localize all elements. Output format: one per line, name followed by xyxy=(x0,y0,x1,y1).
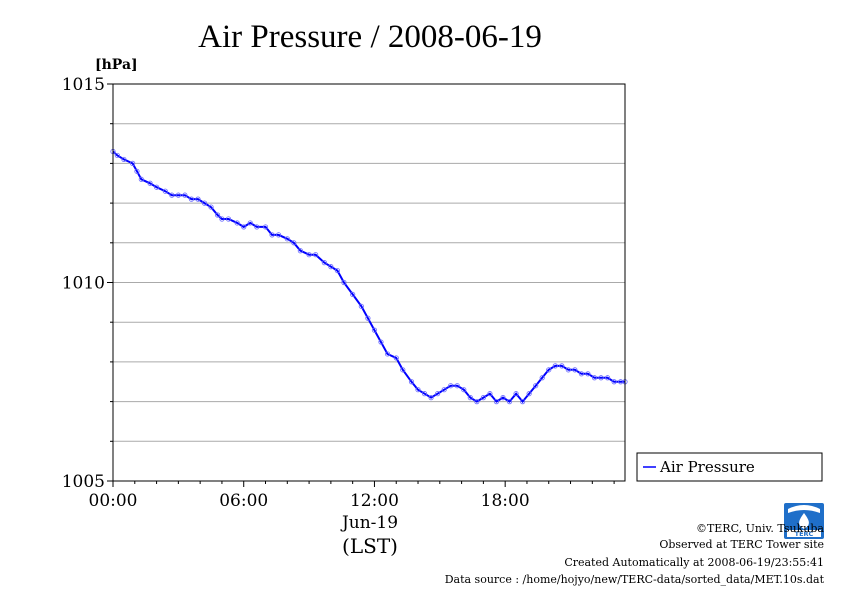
x-tick-label: 06:00 xyxy=(219,491,268,511)
logo-text: TERC xyxy=(795,530,814,538)
footer-observed: Observed at TERC Tower site xyxy=(659,538,824,551)
data-point xyxy=(275,232,282,238)
data-point xyxy=(306,252,312,258)
data-point xyxy=(378,339,384,345)
data-point xyxy=(572,367,578,373)
data-point xyxy=(441,387,447,393)
data-point xyxy=(461,387,467,393)
data-point xyxy=(474,398,480,405)
data-point xyxy=(262,224,269,230)
data-point xyxy=(585,371,591,377)
data-point xyxy=(130,160,136,166)
y-tick-label: 1010 xyxy=(62,274,105,294)
series-layer xyxy=(110,148,628,405)
data-point xyxy=(559,363,565,369)
data-point xyxy=(598,375,604,381)
data-point xyxy=(153,184,160,190)
data-point xyxy=(169,192,175,198)
data-point xyxy=(393,355,399,361)
data-point xyxy=(195,196,201,202)
data-point xyxy=(297,248,303,254)
data-point xyxy=(208,204,214,210)
data-point xyxy=(591,375,598,381)
data-point xyxy=(138,176,144,182)
data-point xyxy=(519,398,526,405)
data-point xyxy=(539,375,545,381)
data-point xyxy=(415,387,421,393)
data-point xyxy=(334,267,341,274)
data-point xyxy=(328,264,334,270)
x-tick-label: 18:00 xyxy=(481,491,530,511)
data-point xyxy=(162,188,168,194)
data-point xyxy=(487,391,493,397)
data-point xyxy=(526,391,532,397)
data-point xyxy=(546,367,552,373)
data-point xyxy=(175,192,181,198)
data-point xyxy=(219,216,225,222)
series-line-air-pressure xyxy=(112,150,625,404)
data-point xyxy=(350,291,356,298)
x-axis-timezone-label: (LST) xyxy=(342,534,398,558)
data-point xyxy=(313,252,319,258)
data-point xyxy=(467,395,473,401)
data-point xyxy=(254,224,260,230)
data-point xyxy=(371,327,378,333)
data-point xyxy=(578,371,585,377)
data-point xyxy=(480,395,486,401)
legend-label: Air Pressure xyxy=(659,458,755,476)
data-point xyxy=(506,398,513,405)
legend-box xyxy=(636,452,823,482)
x-tick-label: 00:00 xyxy=(89,491,138,511)
data-point xyxy=(134,168,140,174)
data-point xyxy=(604,375,611,381)
data-point xyxy=(121,156,127,163)
data-point xyxy=(321,260,327,266)
data-point xyxy=(552,363,558,369)
y-tick-label: 1005 xyxy=(62,472,105,492)
data-point xyxy=(365,315,371,321)
grid xyxy=(113,123,625,442)
y-tick-label: 1015 xyxy=(62,75,105,95)
data-point xyxy=(500,395,506,401)
data-point xyxy=(454,383,460,389)
data-point xyxy=(225,216,232,222)
data-point xyxy=(400,367,406,373)
data-point xyxy=(421,391,428,397)
data-point xyxy=(182,192,188,198)
terc-logo: TERC xyxy=(784,503,824,539)
data-point xyxy=(533,383,539,389)
data-point xyxy=(284,236,290,242)
data-point xyxy=(448,383,454,389)
data-point xyxy=(435,391,441,397)
data-point xyxy=(513,391,519,397)
data-point xyxy=(114,152,120,159)
footer-copyright: ©TERC, Univ. Tsukuba xyxy=(695,522,824,535)
data-point xyxy=(565,367,571,373)
data-point xyxy=(214,212,221,218)
data-point xyxy=(384,351,391,357)
data-point xyxy=(291,240,297,246)
data-point xyxy=(234,220,240,226)
chart-title: Air Pressure / 2008-06-19 xyxy=(198,19,542,55)
data-point xyxy=(358,303,364,309)
data-point xyxy=(269,232,275,238)
footer-source: Data source : /home/hojyo/new/TERC-data/… xyxy=(444,573,824,586)
legend: Air Pressure xyxy=(636,452,823,482)
x-tick-label: 12:00 xyxy=(350,491,399,511)
data-point xyxy=(247,220,253,226)
data-point xyxy=(341,279,347,286)
data-point xyxy=(408,379,415,385)
footer-created: Created Automatically at 2008-06-19/23:5… xyxy=(564,556,824,569)
data-point xyxy=(188,196,195,202)
data-point xyxy=(493,398,500,405)
data-point xyxy=(428,395,434,401)
x-axis-date-label: Jun-19 xyxy=(340,513,398,533)
data-point xyxy=(241,224,247,230)
tick-layer: 1005 1010 1015 00:00 06:00 12:00 18:00 xyxy=(62,75,615,511)
data-point xyxy=(201,200,208,206)
data-point xyxy=(147,180,153,186)
data-point xyxy=(611,379,617,385)
y-axis-unit: [hPa] xyxy=(95,57,138,73)
